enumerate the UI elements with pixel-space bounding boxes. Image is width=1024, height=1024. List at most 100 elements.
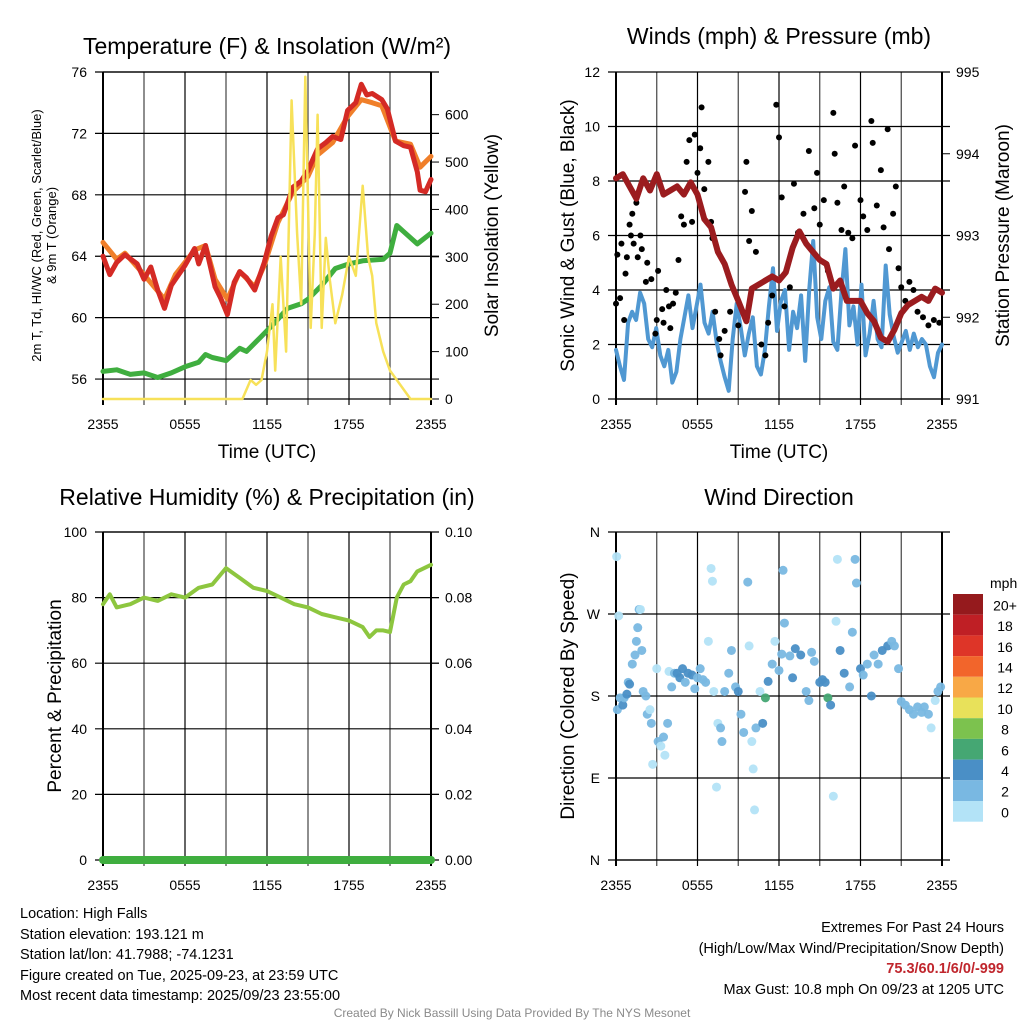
wind-direction-point — [751, 723, 761, 733]
gust-point — [849, 235, 856, 242]
extremes-values: 75.3/60.1/6/0/-999 — [886, 961, 1004, 977]
gust-point — [869, 139, 876, 146]
wind-direction-point — [747, 737, 757, 747]
y-tick-label: 76 — [71, 64, 87, 80]
y2-tick-label: 200 — [445, 296, 469, 312]
wind-direction-point — [631, 636, 641, 646]
wind-direction-point — [641, 691, 651, 701]
x-axis-label: Time (UTC) — [730, 442, 829, 463]
legend-swatch — [953, 594, 983, 615]
gust-point — [752, 248, 759, 255]
gust-point — [698, 104, 705, 111]
gust-point — [930, 316, 937, 323]
wind-direction-point — [717, 737, 727, 747]
y-axis-label: 2m T, Td, HI/WC (Red, Green, Scarlet/Blu… — [29, 109, 44, 361]
gust-point — [735, 322, 742, 329]
x-tick-label: 1155 — [252, 877, 282, 893]
wind-direction-point — [796, 650, 806, 660]
gust-point — [898, 284, 905, 291]
wind-direction-point — [652, 664, 662, 674]
legend-label: 20+ — [993, 597, 1017, 613]
wind-direction-point — [703, 636, 713, 646]
x-tick-label: 1155 — [764, 877, 794, 893]
y-tick-label: 20 — [71, 786, 87, 802]
gust-point — [786, 284, 793, 291]
wind-direction-point — [862, 659, 872, 669]
gust-point — [892, 183, 899, 190]
gust-point — [820, 197, 827, 204]
legend-label: 18 — [997, 618, 1013, 634]
y2-tick-label: 0 — [445, 391, 453, 407]
gust-point — [742, 188, 749, 195]
y-tick-label: 0 — [79, 852, 87, 868]
y-tick-label: 68 — [71, 187, 87, 203]
wind-direction-point — [839, 668, 849, 678]
temp-panel: Temperature (F) & Insolation (W/m²) 2355 0… — [29, 33, 503, 463]
y2-tick-label: 100 — [445, 344, 469, 360]
gust-point — [653, 316, 660, 323]
wind-direction-point — [832, 554, 842, 564]
x-tick-label: 1755 — [845, 416, 876, 432]
legend-label: 6 — [1001, 742, 1009, 758]
gust-point — [717, 352, 724, 359]
wind-direction-point — [919, 702, 929, 712]
gust-point — [675, 257, 682, 264]
legend-swatch — [953, 738, 983, 760]
y-tick-label: S — [591, 688, 600, 704]
legend-swatch — [953, 759, 983, 781]
wind-direction-point — [750, 805, 760, 815]
wind-direction-point — [680, 677, 690, 687]
y-axis-label: Direction (Colored By Speed) — [558, 572, 579, 819]
y-tick-label: W — [587, 606, 601, 622]
gust-point — [880, 224, 887, 231]
wind-direction-point — [801, 686, 811, 696]
wind-direction-point — [831, 616, 841, 626]
gust-point — [919, 314, 926, 321]
wind-direction-point — [790, 644, 800, 654]
gust-point — [805, 148, 812, 155]
gust-point — [716, 336, 723, 343]
gust-point — [627, 232, 634, 239]
wind-direction-point — [701, 677, 711, 687]
gust-point — [663, 287, 670, 293]
gust-point — [790, 180, 797, 187]
x-tick-label: 1155 — [252, 416, 282, 432]
gust-point — [886, 246, 893, 253]
gust-point — [936, 319, 943, 326]
wind-direction-point — [630, 650, 640, 660]
chart-title: Relative Humidity (%) & Precipitation (i… — [59, 484, 474, 510]
wind-direction-point — [779, 618, 789, 628]
legend-swatch — [953, 780, 983, 801]
figure-created-text: Figure created on Tue, 2025-09-23, at 23… — [20, 967, 339, 984]
gust-point — [683, 158, 690, 165]
gust-point — [629, 210, 636, 217]
gust-point — [678, 213, 685, 220]
gust-point — [642, 278, 649, 285]
wind-direction-point — [774, 665, 784, 675]
wind-direction-point — [627, 659, 637, 669]
extremes-info: Extremes For Past 24 Hours (High/Low/Max… — [699, 918, 1004, 1000]
gust-point — [644, 259, 651, 266]
gust-point — [680, 221, 687, 228]
gust-point — [655, 267, 662, 274]
y-axis-label-line2: & 9m T (Orange) — [44, 187, 59, 284]
wind-direction-point — [835, 645, 845, 655]
gust-point — [838, 227, 845, 234]
gust-point — [857, 197, 864, 204]
wind-direction-point — [820, 677, 830, 687]
latlon-text: Station lat/lon: 41.7988; -74.1231 — [20, 947, 234, 963]
wind-direction-point — [614, 611, 624, 621]
gust-point — [630, 240, 637, 247]
y-tick-label: 80 — [71, 590, 87, 606]
y2-tick-label: 993 — [956, 228, 980, 244]
gust-point — [637, 232, 644, 239]
y2-tick-label: 0.02 — [445, 786, 472, 802]
gust-point — [778, 194, 785, 201]
rh-panel: Relative Humidity (%) & Precipitation (i… — [45, 484, 475, 893]
y2-tick-label: 991 — [956, 391, 980, 407]
legend-swatch — [953, 697, 983, 719]
x-tick-label: 2355 — [600, 877, 631, 893]
y-axis-label: Sonic Wind & Gust (Blue, Black) — [558, 99, 579, 371]
wind-direction-point — [845, 682, 855, 692]
wind-direction-point — [936, 682, 946, 692]
